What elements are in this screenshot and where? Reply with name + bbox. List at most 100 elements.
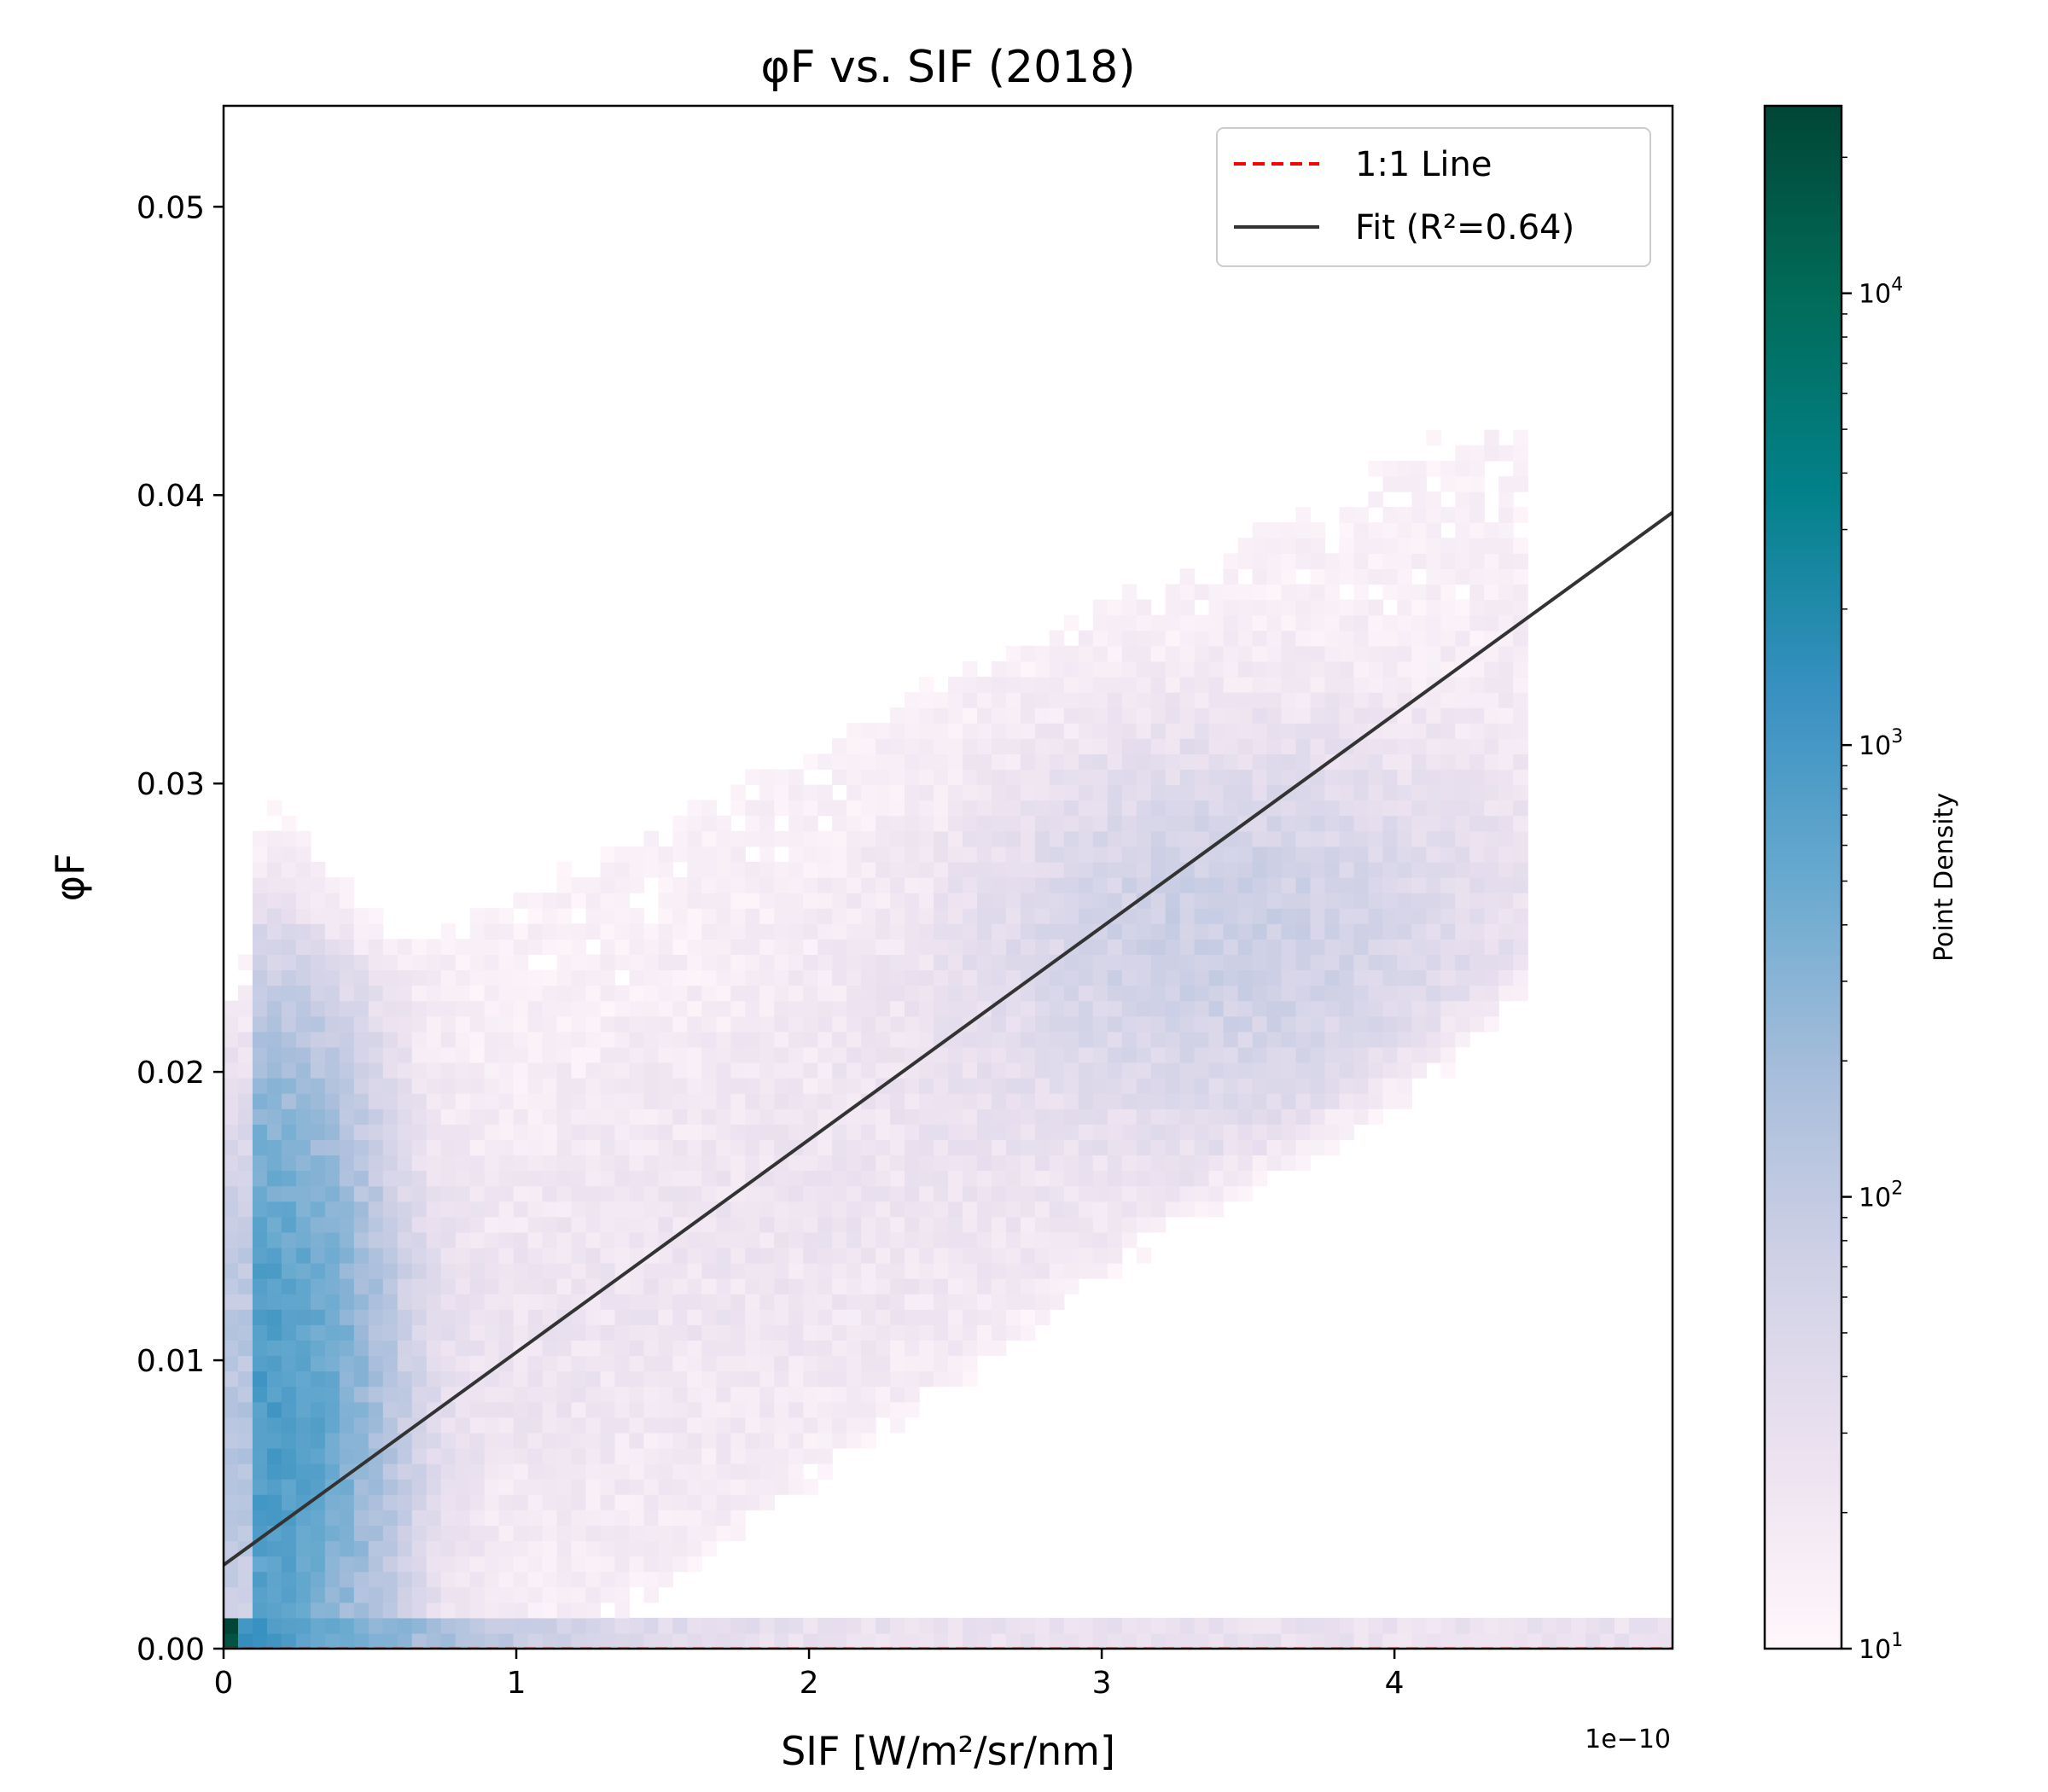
heatmap-cell: [1034, 1294, 1050, 1310]
heatmap-cell: [1455, 614, 1470, 631]
heatmap-cell: [614, 1494, 631, 1510]
heatmap-cell: [1179, 893, 1196, 909]
heatmap-cell: [571, 1386, 587, 1403]
heatmap-cell: [397, 1124, 413, 1140]
heatmap-cell: [730, 877, 746, 893]
heatmap-cell: [614, 861, 631, 878]
heatmap-cell: [1324, 1124, 1341, 1140]
heatmap-cell: [455, 1078, 471, 1094]
heatmap-cell: [687, 1463, 702, 1480]
heatmap-cell: [1237, 614, 1254, 631]
heatmap-cell: [745, 1185, 760, 1202]
heatmap-cell: [1368, 492, 1383, 508]
heatmap-cell: [1324, 692, 1341, 708]
heatmap-cell: [484, 954, 500, 971]
heatmap-cell: [252, 1247, 268, 1264]
heatmap-cell: [310, 1155, 326, 1172]
heatmap-cell: [426, 1231, 442, 1248]
heatmap-cell: [1107, 846, 1123, 863]
heatmap-cell: [1078, 861, 1094, 878]
heatmap-cell: [1208, 1000, 1225, 1017]
heatmap-cell: [1397, 877, 1412, 893]
heatmap-cell: [353, 1093, 369, 1109]
heatmap-cell: [832, 1632, 847, 1649]
heatmap-cell: [469, 1571, 486, 1588]
heatmap-cell: [571, 1139, 587, 1156]
heatmap-cell: [629, 861, 645, 878]
heatmap-cell: [1194, 1093, 1210, 1109]
heatmap-cell: [469, 1586, 486, 1603]
heatmap-cell: [716, 1093, 731, 1109]
heatmap-cell: [1310, 846, 1326, 863]
heatmap-cell: [1034, 815, 1050, 832]
heatmap-cell: [585, 1216, 602, 1233]
heatmap-cell: [861, 1340, 876, 1357]
heatmap-cell: [513, 1078, 529, 1094]
heatmap-cell: [1484, 830, 1499, 847]
heatmap-cell: [1310, 1078, 1326, 1094]
heatmap-cell: [1107, 784, 1123, 801]
heatmap-cell: [310, 1124, 326, 1140]
heatmap-cell: [368, 1370, 384, 1388]
heatmap-cell: [687, 1632, 702, 1649]
heatmap-cell: [629, 1463, 645, 1480]
heatmap-cell: [1266, 1000, 1283, 1017]
heatmap-cell: [426, 1015, 442, 1033]
heatmap-cell: [498, 1447, 515, 1464]
heatmap-cell: [1208, 800, 1225, 817]
heatmap-cell: [266, 800, 282, 817]
heatmap-cell: [324, 1278, 340, 1295]
heatmap-cell: [252, 1324, 268, 1341]
heatmap-cell: [368, 1494, 384, 1510]
heatmap-cell: [1179, 614, 1196, 631]
heatmap-cell: [426, 1447, 442, 1464]
heatmap-cell: [1397, 969, 1412, 986]
heatmap-cell: [672, 815, 688, 832]
heatmap-cell: [1121, 738, 1137, 754]
heatmap-cell: [1194, 1062, 1210, 1079]
heatmap-cell: [832, 1216, 847, 1233]
heatmap-cell: [1353, 1093, 1370, 1109]
heatmap-cell: [1440, 784, 1456, 801]
heatmap-cell: [1078, 1216, 1094, 1233]
heatmap-cell: [1469, 460, 1485, 477]
heatmap-cell: [382, 1510, 399, 1526]
heatmap-cell: [847, 1278, 862, 1295]
heatmap-cell: [1484, 1617, 1499, 1634]
heatmap-cell: [513, 1155, 529, 1172]
heatmap-cell: [934, 707, 949, 724]
heatmap-cell: [1324, 1078, 1341, 1094]
heatmap-cell: [411, 1185, 428, 1202]
heatmap-cell: [1295, 784, 1312, 801]
heatmap-cell: [672, 1324, 688, 1341]
heatmap-cell: [890, 954, 905, 971]
heatmap-cell: [281, 1632, 297, 1649]
heatmap-cell: [237, 1185, 253, 1202]
heatmap-cell: [527, 1201, 544, 1218]
heatmap-cell: [672, 1139, 688, 1156]
heatmap-cell: [614, 1401, 631, 1418]
heatmap-cell: [498, 1432, 515, 1449]
heatmap-cell: [411, 1015, 428, 1033]
heatmap-cell: [658, 1447, 673, 1464]
heatmap-cell: [484, 1062, 500, 1079]
heatmap-cell: [1252, 707, 1268, 724]
heatmap-cell: [252, 1355, 268, 1372]
heatmap-cell: [542, 1540, 558, 1557]
heatmap-cell: [774, 1124, 789, 1140]
heatmap-cell: [788, 830, 804, 847]
heatmap-cell: [324, 1139, 340, 1156]
heatmap-cell: [1136, 1000, 1152, 1017]
heatmap-cell: [1208, 1632, 1225, 1649]
heatmap-cell: [498, 1309, 515, 1325]
heatmap-cell: [426, 1571, 442, 1588]
heatmap-cell: [672, 1370, 688, 1388]
heatmap-cell: [1281, 692, 1297, 708]
heatmap-cell: [817, 1201, 833, 1218]
heatmap-cell: [919, 1170, 934, 1187]
heatmap-cell: [701, 1324, 717, 1341]
heatmap-cell: [847, 1124, 862, 1140]
heatmap-cell: [658, 1401, 673, 1418]
heatmap-cell: [759, 1062, 775, 1079]
heatmap-cell: [295, 1201, 311, 1218]
